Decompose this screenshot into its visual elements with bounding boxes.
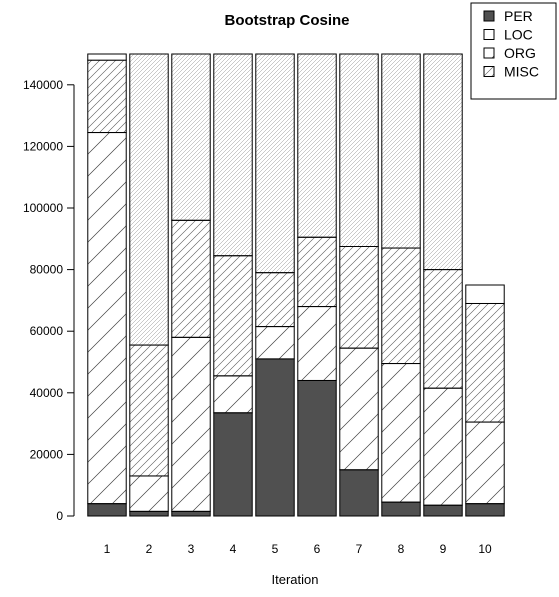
bar-segment-org: [297, 306, 337, 381]
bar-segment-series-4: [339, 53, 379, 247]
legend-label-per: PER: [504, 8, 533, 24]
legend-swatch-misc: [483, 66, 495, 77]
bar-segment-org: [423, 387, 463, 506]
y-tick-label: 60000: [30, 324, 64, 338]
bar-segment-series-5: [87, 53, 127, 61]
legend-label-org: ORG: [504, 45, 536, 61]
bar-segment-per: [129, 510, 169, 517]
bar-segment-series-4: [255, 53, 295, 274]
bar-segment-org: [255, 326, 295, 360]
bar-segment-misc: [297, 236, 337, 308]
bar-segment-misc: [465, 302, 505, 423]
x-tick-label: 3: [188, 542, 195, 556]
bar-segment-per: [87, 503, 127, 517]
legend-swatch-org: [483, 47, 495, 59]
x-axis: 1 2 3 4 5 6 7 8 9 10: [104, 542, 492, 556]
x-tick-label: 4: [230, 542, 237, 556]
bars-group: [87, 53, 505, 517]
bar-segment-org: [171, 336, 211, 512]
bar-segment-misc: [213, 255, 253, 377]
bar-segment-per: [423, 504, 463, 517]
bar-segment-org: [339, 347, 379, 471]
bar-segment-misc: [129, 344, 169, 477]
bar-segment-per: [213, 412, 253, 517]
legend-swatch-loc: [483, 29, 495, 40]
bar-segment-org: [381, 363, 421, 503]
y-tick-label: 140000: [23, 78, 63, 92]
bar-segment-org: [129, 475, 169, 512]
bar-segment-per: [339, 469, 379, 517]
legend: PER LOC ORG MISC: [470, 2, 557, 100]
x-tick-label: 2: [146, 542, 153, 556]
bar-segment-misc: [87, 59, 127, 134]
legend-swatch-per: [483, 10, 495, 22]
bar-segment-series-4: [213, 53, 253, 257]
x-axis-title: Iteration: [272, 572, 319, 587]
legend-label-misc: MISC: [504, 64, 539, 80]
y-tick-label: 40000: [30, 386, 64, 400]
bar-segment-misc: [423, 269, 463, 389]
bar-segment-misc: [339, 246, 379, 349]
x-tick-label: 5: [272, 542, 279, 556]
y-tick-label: 0: [56, 509, 63, 523]
x-tick-label: 6: [314, 542, 321, 556]
y-tick-label: 100000: [23, 201, 63, 215]
bar-segment-per: [297, 379, 337, 517]
y-tick-label: 20000: [30, 447, 64, 461]
x-tick-label: 9: [440, 542, 447, 556]
bar-segment-series-4: [381, 53, 421, 249]
y-tick-label: 120000: [23, 139, 63, 153]
x-tick-label: 7: [356, 542, 363, 556]
bar-segment-per: [255, 358, 295, 517]
bar-segment-per: [381, 501, 421, 517]
bar-segment-series-5: [465, 284, 505, 304]
bar-segment-series-4: [423, 53, 463, 271]
legend-label-loc: LOC: [504, 27, 533, 43]
bar-segment-misc: [381, 247, 421, 365]
bar-segment-series-4: [129, 53, 169, 346]
chart-title: Bootstrap Cosine: [224, 12, 349, 29]
bar-segment-series-4: [297, 53, 337, 238]
bar-segment-series-4: [171, 53, 211, 221]
bar-segment-per: [465, 503, 505, 517]
y-tick-label: 80000: [30, 263, 64, 277]
x-tick-label: 1: [104, 542, 111, 556]
bar-segment-org: [465, 421, 505, 505]
y-axis: 0 20000 40000 60000 80000 100000 120000 140000: [23, 78, 75, 523]
x-tick-label: 10: [478, 542, 492, 556]
bar-segment-org: [87, 132, 127, 505]
bar-segment-misc: [255, 272, 295, 328]
bar-segment-misc: [171, 219, 211, 338]
bar-segment-per: [171, 510, 211, 517]
x-tick-label: 8: [398, 542, 405, 556]
bar-segment-org: [213, 375, 253, 414]
